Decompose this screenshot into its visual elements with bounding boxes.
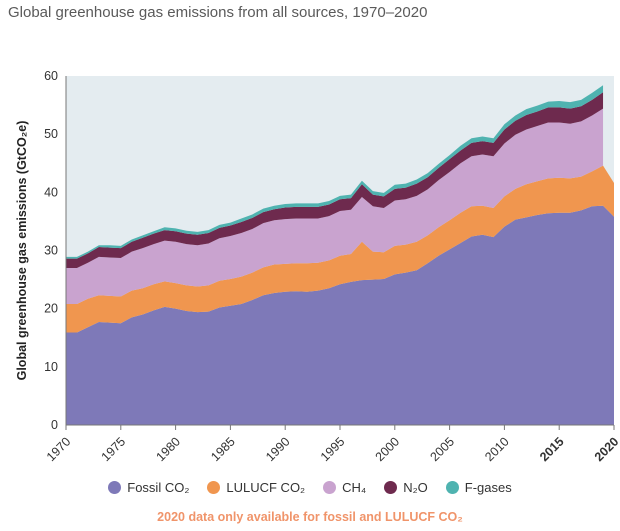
legend-swatch: [108, 481, 122, 494]
y-axis-label: Global greenhouse gas emissions (GtCO₂e): [15, 121, 29, 381]
y-tick-labels: 0 10 20 30 40 50 60: [44, 69, 58, 432]
area-chart: 0 10 20 30 40 50 60 1970 1975 1980 1985 1990 1995 20…: [15, 69, 620, 464]
legend-item: LULUCF CO₂: [207, 480, 305, 495]
y-tick-label: 0: [51, 418, 58, 432]
x-tick-label: 1970: [44, 434, 74, 464]
legend-item: N₂O: [384, 480, 428, 495]
x-tick-label: 2000: [373, 434, 403, 464]
legend-item: CH₄: [323, 480, 366, 495]
x-tick-label: 1975: [99, 434, 129, 464]
y-tick-label: 50: [44, 127, 58, 141]
area-layers: [66, 85, 614, 425]
x-tick-label: 1990: [263, 434, 293, 464]
x-tick-labels: 1970 1975 1980 1985 1990 1995 2000 2005 2010 2015…: [44, 425, 620, 464]
area-ch: [66, 108, 604, 305]
footnote-annotation: 2020 data only available for fossil and …: [157, 510, 463, 524]
x-tick-label: 2005: [427, 434, 457, 464]
x-tick-label: 1985: [208, 434, 238, 464]
x-tick-label: 1980: [153, 434, 183, 464]
area-lulucf-co: [66, 165, 614, 333]
legend-label: Fossil CO₂: [127, 480, 190, 495]
chart-title: Global greenhouse gas emissions from all…: [8, 4, 428, 21]
y-tick-label: 10: [44, 360, 58, 374]
legend-item: Fossil CO₂: [108, 480, 189, 495]
area-fossil-co: [66, 205, 614, 425]
legend-swatch: [384, 481, 398, 494]
y-tick-label: 40: [44, 185, 58, 199]
y-tick-label: 20: [44, 302, 58, 316]
x-tick-label: 1995: [318, 434, 348, 464]
area-f-gases: [66, 85, 604, 259]
legend: Fossil CO₂ LULUCF CO₂ CH₄ N₂O F-gases: [0, 480, 620, 495]
y-tick-label: 30: [44, 244, 58, 258]
x-tick-label: 2020: [592, 434, 620, 464]
legend-swatch: [207, 481, 221, 494]
x-tick-label: 2010: [482, 434, 512, 464]
area-n-o: [66, 92, 604, 268]
legend-label: F-gases: [464, 480, 512, 495]
legend-swatch: [323, 481, 337, 494]
legend-label: N₂O: [403, 480, 428, 495]
x-tick-label: 2015: [537, 434, 567, 464]
legend-swatch: [445, 481, 459, 494]
legend-label: CH₄: [342, 480, 367, 495]
legend-item: F-gases: [445, 480, 512, 495]
legend-label: LULUCF CO₂: [226, 480, 306, 495]
y-tick-label: 60: [44, 69, 58, 83]
